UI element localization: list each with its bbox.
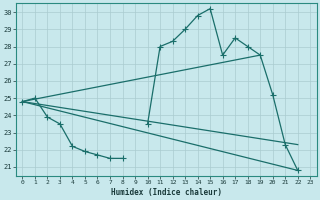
X-axis label: Humidex (Indice chaleur): Humidex (Indice chaleur) [111,188,222,197]
